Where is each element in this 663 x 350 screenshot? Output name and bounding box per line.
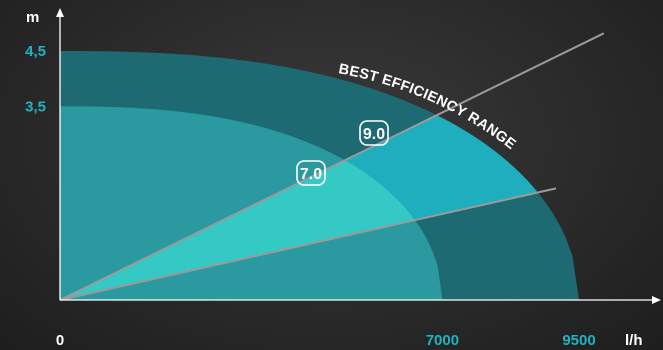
efficiency-line-lower — [59, 187, 557, 301]
series-badges: 9.0 7.0 — [296, 120, 389, 186]
series-badge: 7.0 — [296, 160, 326, 186]
series-label: 9.0 — [363, 126, 385, 143]
y-tick-label: 3,5 — [25, 98, 46, 115]
series-label: 7.0 — [300, 166, 322, 183]
x-axis-unit: l/h — [625, 332, 643, 349]
x-tick-label: 7000 — [426, 332, 459, 349]
y-tick-label: 4,5 — [25, 43, 46, 60]
y-tick-labels: 3,5 4,5 — [25, 43, 46, 115]
y-axis-unit: m — [26, 9, 39, 26]
x-tick-labels: 0 7000 9500 — [56, 332, 596, 349]
efficiency-line-upper — [59, 32, 605, 301]
x-tick-label: 9500 — [562, 332, 595, 349]
x-tick-label: 0 — [56, 332, 64, 349]
curve-area-7-0 — [60, 106, 443, 300]
series-badge: 9.0 — [359, 120, 389, 146]
x-axis-arrow-icon — [652, 296, 661, 304]
y-axis-arrow-icon — [56, 8, 64, 17]
